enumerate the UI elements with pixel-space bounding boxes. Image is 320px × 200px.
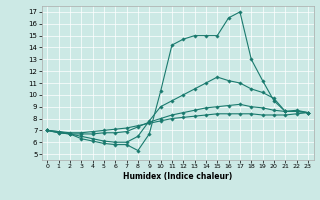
X-axis label: Humidex (Indice chaleur): Humidex (Indice chaleur) (123, 172, 232, 181)
